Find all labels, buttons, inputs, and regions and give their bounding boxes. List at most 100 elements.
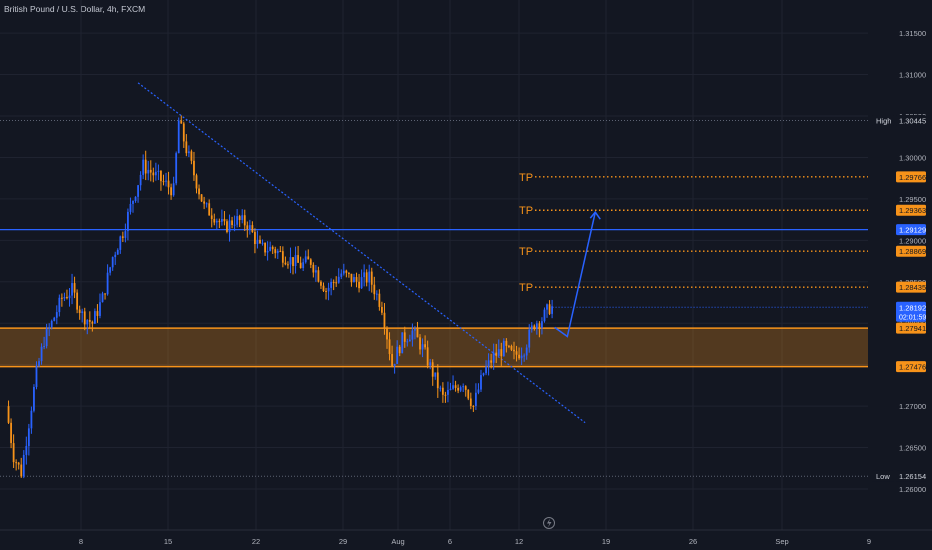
candle-body xyxy=(342,270,345,274)
candle-body xyxy=(533,325,536,329)
candle-body xyxy=(233,224,236,226)
countdown-value: 02:01:59 xyxy=(899,314,926,321)
candle-body xyxy=(152,172,155,176)
candle-body xyxy=(78,309,81,313)
candle-body xyxy=(551,306,553,314)
tp-price-tag-bg xyxy=(896,281,926,293)
candle-body xyxy=(401,332,404,354)
candle-body xyxy=(254,232,256,245)
candle-body xyxy=(48,327,51,329)
high-label-bg xyxy=(872,115,894,127)
y-tick-label: 1.30000 xyxy=(899,153,926,162)
x-tick-label: 8 xyxy=(79,537,83,546)
candle-body xyxy=(416,328,419,338)
candle-body xyxy=(426,347,429,366)
candle-body xyxy=(368,271,371,283)
candle-body xyxy=(391,354,393,367)
high-value-bg xyxy=(896,115,926,127)
resistance-tag-bg xyxy=(896,224,926,236)
candle-body xyxy=(137,185,139,197)
candle-body xyxy=(294,255,297,267)
candle-body xyxy=(515,351,518,355)
tp-price-tag-bg xyxy=(896,204,926,216)
grid xyxy=(0,0,870,530)
tp-price-tag: 1.28435 xyxy=(899,283,926,292)
candle-body xyxy=(487,360,490,367)
candle-body xyxy=(106,272,109,295)
candle-body xyxy=(210,215,213,219)
candle-body xyxy=(314,270,317,273)
candle-body xyxy=(513,349,515,352)
candle-body xyxy=(274,249,277,254)
candle-body xyxy=(388,339,391,355)
y-tick-label: 1.31000 xyxy=(899,71,926,80)
x-tick-label: 6 xyxy=(448,537,452,546)
tp-price-tag-bg xyxy=(896,245,926,257)
low-value: 1.26154 xyxy=(899,472,926,481)
candle-body xyxy=(200,194,203,202)
candle-body xyxy=(88,319,91,322)
candle-body xyxy=(360,277,363,289)
candle-body xyxy=(142,159,145,175)
candle-body xyxy=(472,405,475,407)
candle-body xyxy=(73,283,76,293)
candle-body xyxy=(53,317,56,321)
candle-body xyxy=(94,311,96,324)
candle-body xyxy=(386,328,388,340)
candle-body xyxy=(25,445,28,455)
x-tick-label: Sep xyxy=(775,537,788,546)
candle-body xyxy=(276,250,279,254)
candle-body xyxy=(205,203,208,205)
candles xyxy=(7,115,553,479)
candle-body xyxy=(279,250,282,252)
candle-body xyxy=(462,386,465,388)
candle-body xyxy=(508,345,510,347)
candle-body xyxy=(215,220,218,223)
x-tick-label: 19 xyxy=(602,537,610,546)
candle-body xyxy=(38,361,40,366)
candle-body xyxy=(304,256,307,263)
candle-body xyxy=(17,462,20,465)
candle-body xyxy=(45,328,48,347)
candle-body xyxy=(434,372,437,377)
x-tick-label: Aug xyxy=(391,537,404,546)
candle-body xyxy=(327,287,330,292)
candle-body xyxy=(467,389,470,399)
candle-body xyxy=(236,216,239,225)
lightning-icon[interactable] xyxy=(543,517,555,529)
candle-body xyxy=(180,120,183,124)
candle-body xyxy=(444,394,447,396)
candle-body xyxy=(375,293,378,295)
candle-body xyxy=(355,277,358,282)
candle-body xyxy=(505,340,508,346)
candle-body xyxy=(226,221,228,233)
candle-body xyxy=(335,282,338,284)
candle-body xyxy=(414,328,416,331)
y-tick-label: 1.31500 xyxy=(899,29,926,38)
current-price-value: 1.28192 xyxy=(899,303,926,312)
candle-body xyxy=(287,264,289,266)
candle-body xyxy=(66,297,68,299)
candle-body xyxy=(248,225,251,230)
candle-body xyxy=(213,218,216,223)
candle-body xyxy=(370,271,373,285)
y-tick-label: 1.29000 xyxy=(899,236,926,245)
candle-body xyxy=(373,284,376,295)
candle-body xyxy=(459,387,462,391)
candle-body xyxy=(172,183,175,196)
candle-body xyxy=(398,346,401,354)
candle-body xyxy=(198,188,200,195)
candle-body xyxy=(223,219,226,222)
candle-body xyxy=(477,389,480,393)
candle-body xyxy=(340,273,343,277)
candle-body xyxy=(337,276,340,283)
candle-body xyxy=(58,297,61,313)
candle-body xyxy=(33,386,35,411)
candle-body xyxy=(162,181,165,183)
candle-body xyxy=(421,344,424,350)
candle-body xyxy=(530,325,533,330)
candle-body xyxy=(281,251,284,263)
candle-body xyxy=(218,220,221,222)
candle-body xyxy=(27,428,30,446)
